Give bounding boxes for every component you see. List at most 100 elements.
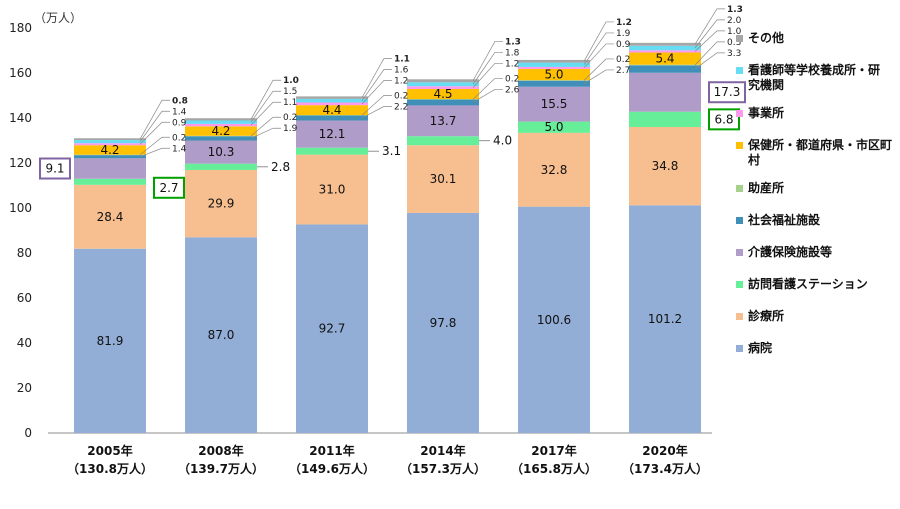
- data-label: 92.7: [319, 322, 346, 336]
- callout-label: 0.9: [616, 40, 631, 50]
- data-label: 10.3: [208, 145, 235, 159]
- data-label: 12.1: [319, 127, 346, 141]
- x-tick-label-year: 2014年: [420, 443, 465, 458]
- data-label: 5.0: [544, 68, 563, 82]
- callout-leader-line: [251, 80, 281, 119]
- callout-label: 1.5: [283, 87, 297, 97]
- y-tick-label: 40: [17, 336, 32, 350]
- legend-entry-label: 診療所: [748, 308, 784, 323]
- legend-entry-label: 社会福祉施設: [747, 212, 821, 227]
- highlight-box-label: 17.3: [714, 85, 741, 99]
- legend-entry-label: 看護師等学校養成所・研: [748, 62, 880, 77]
- callout-label: 0.8: [172, 96, 188, 106]
- data-label: 29.9: [208, 197, 235, 211]
- callout-label: 1.4: [172, 144, 187, 154]
- callout-label: 1.2: [505, 59, 519, 69]
- callout-label: 1.3: [727, 5, 743, 15]
- callout-label: 2.2: [394, 102, 408, 112]
- data-label: 30.1: [430, 172, 457, 186]
- callout-label: 0.2: [172, 133, 186, 143]
- bar-segment: [629, 65, 701, 72]
- bar-segment: [407, 82, 479, 86]
- x-tick-label-year: 2005年: [87, 443, 132, 458]
- callout-label: 2.0: [727, 16, 742, 26]
- data-label: 97.8: [430, 316, 457, 330]
- x-tick-label-total: （130.8万人）: [67, 461, 153, 476]
- bar-segment: [629, 43, 701, 46]
- y-tick-label: 120: [9, 156, 32, 170]
- callout-label: 2.6: [505, 85, 520, 95]
- legend-entry-label: 保健所・都道府県・市区町: [747, 137, 892, 152]
- data-label: 4.2: [211, 124, 230, 138]
- legend-entry-label: 介護保険施設等: [747, 244, 832, 259]
- x-tick-label-total: （157.3万人）: [400, 461, 486, 476]
- x-tick-label-total: （149.6万人）: [289, 461, 375, 476]
- legend-swatch: [736, 217, 743, 224]
- data-label: 4.0: [493, 134, 512, 148]
- y-tick-label: 180: [9, 21, 32, 35]
- legend-swatch: [736, 110, 743, 117]
- data-label: 2.8: [271, 160, 290, 174]
- bar-segment: [629, 73, 701, 112]
- bar-segment: [74, 179, 146, 185]
- data-label: 13.7: [430, 114, 457, 128]
- data-label: 100.6: [537, 313, 571, 327]
- legend-entry-label: その他: [748, 30, 784, 45]
- data-label: 31.0: [319, 183, 346, 197]
- callout-leader-line: [584, 22, 614, 61]
- callout-label: 1.2: [394, 76, 408, 86]
- bar-segment: [74, 138, 146, 140]
- data-label: 4.2: [100, 143, 119, 157]
- x-tick-label-total: （165.8万人）: [511, 461, 597, 476]
- legend-entry-label: 事業所: [748, 105, 784, 120]
- bar-segment: [296, 99, 368, 103]
- bar-segment: [629, 46, 701, 51]
- legend-swatch: [736, 35, 743, 42]
- x-tick-label-year: 2011年: [309, 443, 354, 458]
- x-tick-label-year: 2008年: [198, 443, 243, 458]
- x-tick-label-year: 2017年: [531, 443, 576, 458]
- callout-leader-line: [362, 69, 392, 100]
- callout-label: 0.2: [505, 74, 519, 84]
- callout-label: 0.2: [616, 55, 630, 65]
- legend-swatch: [736, 185, 743, 192]
- data-label: 4.4: [322, 103, 341, 117]
- callout-label: 0.2: [283, 113, 297, 123]
- legend-swatch: [736, 67, 743, 74]
- bar-segment: [74, 158, 146, 178]
- data-label: 81.9: [97, 334, 124, 348]
- callout-label: 1.2: [616, 18, 632, 28]
- callout-label: 1.3: [505, 37, 521, 47]
- data-label: 15.5: [541, 97, 568, 111]
- callout-label: 1.4: [172, 107, 187, 117]
- callout-label: 1.6: [394, 65, 409, 75]
- legend-entry-label: 村: [748, 152, 760, 167]
- highlight-box-label: 6.8: [714, 112, 733, 126]
- y-axis-unit-label: （万人）: [34, 11, 82, 25]
- legend-entry-label: 病院: [748, 340, 772, 355]
- data-label: 28.4: [97, 210, 124, 224]
- legend-swatch: [736, 345, 743, 352]
- data-label: 101.2: [648, 312, 682, 326]
- data-label: 5.4: [655, 52, 674, 66]
- highlight-box-label: 2.7: [159, 181, 178, 195]
- x-tick-label-year: 2020年: [642, 443, 687, 458]
- callout-label: 2.7: [616, 66, 630, 76]
- callout-label: 0.2: [394, 91, 408, 101]
- bar-segment: [407, 79, 479, 82]
- data-label: 4.5: [433, 87, 452, 101]
- y-tick-label: 80: [17, 246, 32, 260]
- callout-label: 0.9: [172, 118, 187, 128]
- bar-segment: [629, 112, 701, 127]
- y-tick-label: 100: [9, 201, 32, 215]
- legend-swatch: [736, 281, 743, 288]
- x-tick-label-total: （139.7万人）: [178, 461, 264, 476]
- callout-label: 1.1: [283, 98, 297, 108]
- legend-swatch: [736, 313, 743, 320]
- legend-entry-label: 究機関: [748, 77, 784, 92]
- callout-label: 1.0: [283, 76, 299, 86]
- y-tick-label: 60: [17, 291, 32, 305]
- y-tick-label: 160: [9, 66, 32, 80]
